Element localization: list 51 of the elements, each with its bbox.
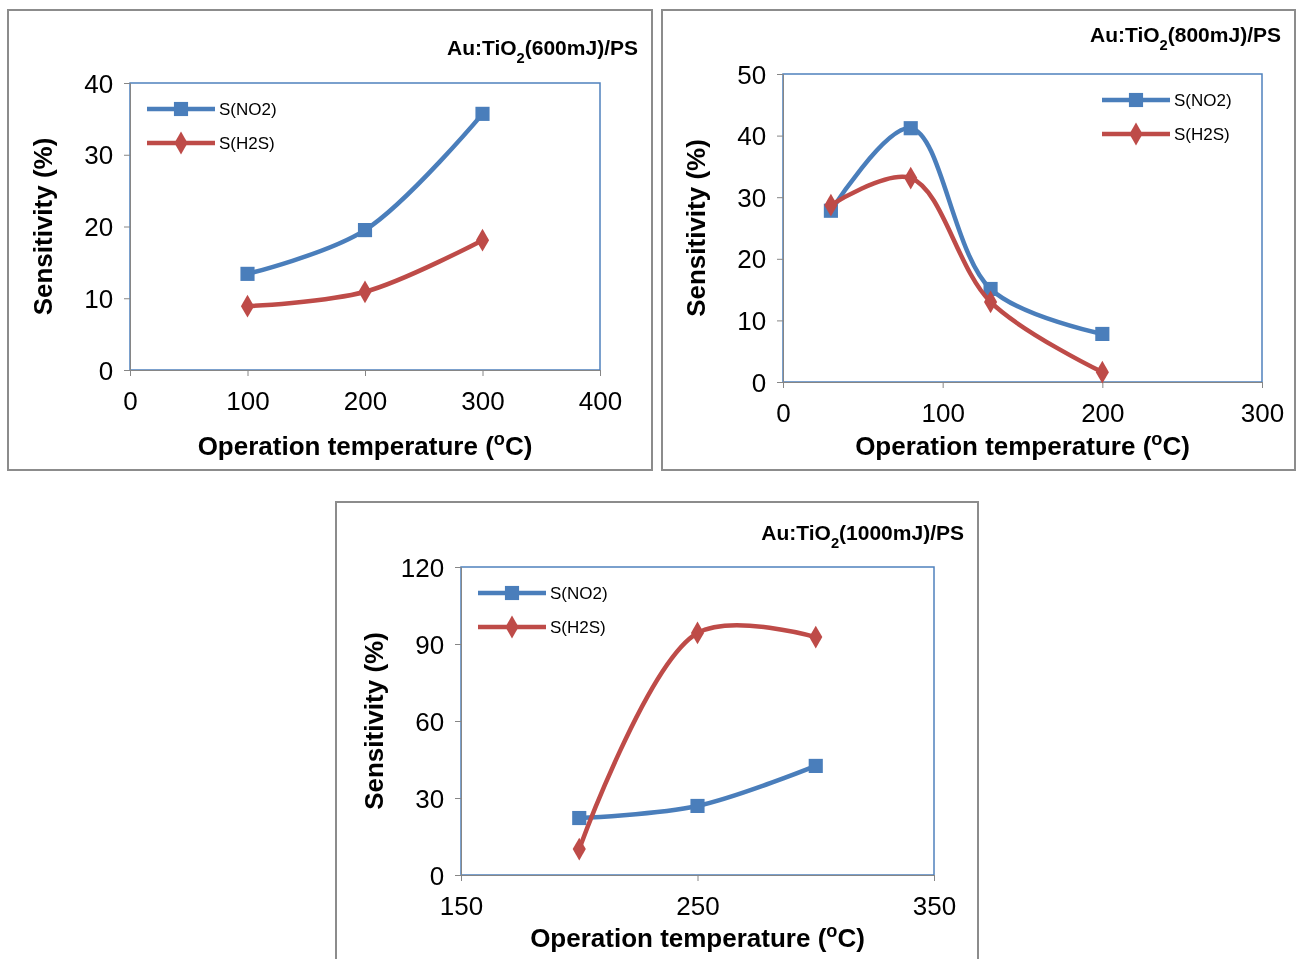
legend-label: S(H2S) — [550, 618, 606, 637]
x-tick-label: 300 — [1240, 398, 1285, 429]
y-tick-label: 90 — [415, 629, 445, 660]
x-tick-label: 350 — [912, 891, 957, 922]
point — [240, 266, 255, 281]
x-tick-label: 200 — [343, 386, 388, 417]
y-axis-title: Sensitivity (%) — [359, 632, 389, 810]
y-tick-label: 40 — [84, 68, 114, 99]
x-tick-label: 0 — [776, 398, 791, 429]
x-axis-title: Operation temperature ($^{o}$C) — [855, 429, 1190, 461]
y-tick-label: 0 — [429, 860, 445, 891]
legend-label: S(NO2) — [219, 100, 277, 119]
point — [572, 810, 587, 826]
y-tick-label: 10 — [737, 306, 767, 336]
chart-title: Au:TiO$_{2}$(1000mJ)/PS — [761, 521, 964, 551]
legend-label: S(H2S) — [1174, 125, 1230, 144]
x-axis-title: Operation temperature ($^{o}$C) — [197, 429, 533, 461]
y-tick-label: 40 — [737, 121, 767, 152]
chart-title: Au:TiO$_{2}$(600mJ)/PS — [446, 36, 638, 66]
y-tick-label: 20 — [84, 212, 114, 243]
chart-title: Au:TiO$_{2}$(800mJ)/PS — [1089, 23, 1281, 53]
y-tick-label: 60 — [415, 706, 445, 737]
x-axis-title: Operation temperature ($^{o}$C) — [530, 921, 865, 953]
y-tick-label: 0 — [751, 367, 767, 398]
x-tick-label: 250 — [676, 891, 720, 922]
point — [475, 106, 490, 121]
point — [903, 121, 918, 136]
x-tick-label: 300 — [461, 386, 505, 417]
point — [357, 223, 373, 238]
x-tick-label: 400 — [578, 386, 623, 417]
y-tick-label: 30 — [737, 182, 767, 213]
x-tick-label: 100 — [226, 386, 270, 417]
y-tick-label: 50 — [737, 59, 767, 90]
y-tick-label: 120 — [400, 552, 445, 583]
y-axis-title: Sensitivity (%) — [28, 137, 58, 316]
x-tick-label: 200 — [1081, 398, 1125, 429]
x-tick-label: 100 — [921, 398, 965, 429]
y-tick-label: 20 — [737, 244, 767, 275]
y-tick-label: 30 — [84, 140, 114, 171]
x-tick-label: 150 — [439, 891, 484, 922]
x-tick-label: 0 — [123, 386, 138, 417]
y-axis-title: Sensitivity (%) — [681, 139, 711, 317]
legend-label: S(NO2) — [1174, 91, 1232, 110]
y-tick-label: 10 — [84, 283, 114, 314]
legend-label: S(NO2) — [550, 584, 608, 603]
y-tick-label: 30 — [415, 783, 445, 814]
y-tick-label: 0 — [98, 355, 114, 386]
point — [690, 798, 705, 814]
point — [808, 758, 823, 773]
legend-label: S(H2S) — [219, 134, 275, 153]
point — [1095, 326, 1110, 342]
